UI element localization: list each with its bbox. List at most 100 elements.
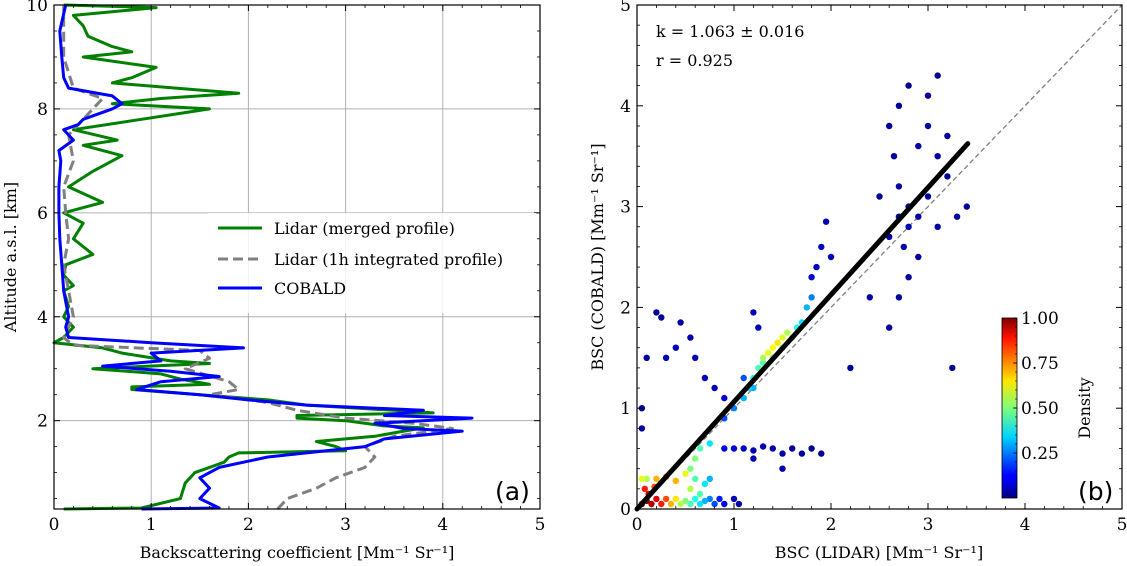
scatter-point <box>818 243 825 251</box>
x-tick-label: 4 <box>1020 515 1031 535</box>
y-tick-label: 4 <box>620 97 631 117</box>
scatter-point <box>701 374 709 382</box>
scatter-point <box>721 445 728 452</box>
scatter-point <box>779 334 786 341</box>
scatter-point <box>813 263 820 271</box>
scatter-point <box>682 497 689 505</box>
scatter-point <box>638 425 646 432</box>
scatter-point <box>934 223 941 230</box>
colorbar-tick-label: 1.00 <box>1021 309 1059 329</box>
scatter-point <box>924 92 932 99</box>
scatter-point <box>905 82 912 89</box>
scatter-point <box>924 122 932 130</box>
scatter-point <box>779 465 786 472</box>
scatter-point <box>905 223 912 230</box>
scatter-point <box>711 384 718 392</box>
scatter-point <box>653 495 660 503</box>
scatter-point <box>677 319 684 326</box>
scatter-point <box>779 450 786 457</box>
panel-b-scatter: 0 1 2 3 4 5 0 1 2 3 4 5 k = 1.063 ± 0.016 r = 0.925… <box>588 0 1127 562</box>
panel-a-altitude-profile: 0 1 2 3 4 5 2 4 6 8 10 Backscattering coefficient … <box>1 0 545 562</box>
lidar-1h-profile-line <box>62 5 454 511</box>
scatter-point <box>641 485 648 492</box>
scatter-point <box>750 447 757 454</box>
scatter-point <box>890 153 898 160</box>
scatter-point <box>953 213 961 220</box>
scatter-point <box>895 294 903 301</box>
scatter-point <box>701 497 709 505</box>
scatter-point <box>803 304 810 311</box>
y-tick-label: 10 <box>26 0 48 16</box>
y-tick-label: 0 <box>620 500 631 520</box>
scatter-point <box>769 344 776 351</box>
scatter-point <box>769 445 776 452</box>
scatter-point <box>677 500 684 508</box>
scatter-point <box>638 475 646 482</box>
scatter-point <box>701 480 709 487</box>
panel-b-y-axis-label: BSC (COBALD) [Mm⁻¹ Sr⁻¹] <box>588 143 607 370</box>
scatter-point <box>808 445 815 452</box>
scatter-point <box>750 455 757 462</box>
y-tick-label: 3 <box>620 198 631 218</box>
panel-b-label: (b) <box>1078 477 1113 506</box>
panel-b-x-axis-label: BSC (LIDAR) [Mm⁻¹ Sr⁻¹] <box>775 543 983 562</box>
scatter-point <box>915 253 922 261</box>
scatter-point <box>687 334 694 341</box>
scatter-point <box>755 324 762 331</box>
scatter-point <box>692 495 699 503</box>
scatter-point <box>643 475 650 482</box>
x-tick-label: 1 <box>729 515 740 535</box>
scatter-point <box>895 102 903 110</box>
scatter-point <box>886 324 893 331</box>
scatter-point <box>915 213 922 220</box>
scatter-point <box>653 475 660 482</box>
scatter-point <box>895 183 903 190</box>
scatter-point <box>716 495 723 503</box>
scatter-point <box>759 354 767 361</box>
scatter-point <box>750 309 757 316</box>
scatter-point <box>730 445 738 452</box>
scatter-point <box>798 450 806 457</box>
panel-b-ticks: 0 1 2 3 4 5 0 1 2 3 4 5 <box>620 0 1127 535</box>
x-tick-label: 0 <box>632 515 643 535</box>
scatter-point <box>905 274 912 281</box>
x-tick-label: 2 <box>826 515 837 535</box>
x-tick-label: 0 <box>49 515 60 535</box>
scatter-point <box>784 329 791 336</box>
scatter-point <box>643 354 650 361</box>
scatter-point <box>740 445 747 452</box>
scatter-point <box>789 445 796 452</box>
x-tick-label: 3 <box>340 515 351 535</box>
cobald-profile-line <box>57 4 474 511</box>
scatter-point <box>721 394 728 402</box>
y-tick-label: 8 <box>37 100 48 120</box>
scatter-point <box>721 500 728 508</box>
scatter-point <box>648 500 655 508</box>
scatter-point <box>706 495 713 503</box>
scatter-point <box>934 72 941 79</box>
identity-line <box>636 4 1123 510</box>
colorbar-tick-label: 0.25 <box>1021 444 1059 464</box>
scatter-point <box>827 253 835 261</box>
scatter-point <box>658 314 665 321</box>
scatter-point <box>764 349 772 356</box>
scatter-point <box>924 193 932 200</box>
scatter-point <box>730 495 738 503</box>
scatter-point <box>866 294 873 301</box>
fit-slope-annotation: k = 1.063 ± 0.016 <box>656 22 804 41</box>
colorbar-tick-label: 0.50 <box>1021 399 1059 419</box>
x-tick-label: 5 <box>1117 515 1127 535</box>
scatter-point <box>662 354 670 361</box>
scatter-point <box>706 475 713 482</box>
colorbar-label: Density <box>1075 377 1094 438</box>
scatter-point <box>696 445 704 452</box>
scatter-point <box>672 344 679 351</box>
legend-background <box>208 213 536 313</box>
y-tick-label: 1 <box>620 399 631 419</box>
scatter-point <box>687 500 694 508</box>
panel-a-frame <box>53 4 541 510</box>
scatter-point <box>750 384 757 392</box>
density-colorbar: 0.25 0.50 0.75 1.00 Density <box>1001 309 1094 499</box>
x-tick-label: 4 <box>437 515 448 535</box>
scatter-point <box>900 243 907 251</box>
